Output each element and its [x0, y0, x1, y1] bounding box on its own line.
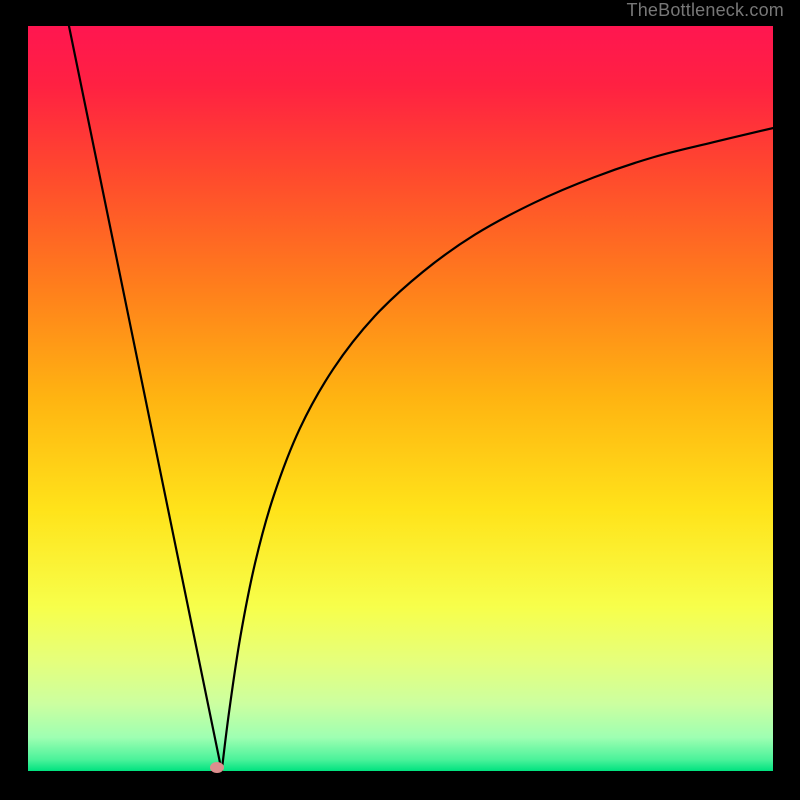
curve-svg [28, 26, 773, 771]
chart-container: TheBottleneck.com [0, 0, 800, 800]
plot-area [28, 26, 773, 771]
min-marker [210, 762, 224, 773]
watermark-text: TheBottleneck.com [627, 0, 784, 21]
